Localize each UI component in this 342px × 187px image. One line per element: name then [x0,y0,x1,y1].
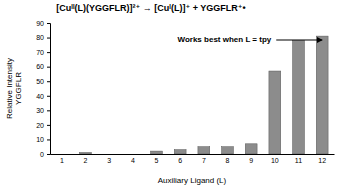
y-tick-label: 0 [40,151,44,158]
y-tick: 20 [36,122,50,129]
x-tick-label: 1 [60,157,64,164]
x-tick-label: 10 [271,157,279,164]
bar [80,153,92,154]
y-tick-label: 40 [36,93,44,100]
bar [103,154,115,155]
y-tick: 0 [40,151,50,158]
x-tick-label: 9 [249,157,253,164]
y-axis-title: YGGFLR [14,72,23,105]
y-tick-mark [47,125,50,126]
x-tick: 6 [178,154,182,164]
x-tick: 2 [84,154,88,164]
bar [245,144,257,154]
bar [198,147,210,154]
chart: [Cuᴵᴵ(L)(YGGFLR)]²⁺ → [Cuᴵ(L)]⁺ + YGGFLR… [0,0,342,187]
y-tick: 80 [36,34,50,41]
y-tick-mark [47,52,50,53]
y-tick: 90 [36,20,50,27]
x-axis-title: Auxiliary Ligand (L) [158,176,227,185]
x-axis-line [51,154,335,155]
y-tick: 10 [36,136,50,143]
bar [127,154,139,155]
y-tick-label: 30 [36,107,44,114]
annotation-arrow [276,39,322,40]
y-tick-label: 50 [36,78,44,85]
y-tick-mark [47,81,50,82]
y-tick-mark [47,96,50,97]
x-tick-label: 2 [84,157,88,164]
x-tick: 4 [131,154,135,164]
y-tick: 40 [36,93,50,100]
x-tick-label: 6 [178,157,182,164]
x-tick-label: 8 [226,157,230,164]
y-tick-label: 90 [36,20,44,27]
x-tick: 12 [318,154,326,164]
x-tick-label: 11 [295,157,302,164]
x-tick-label: 3 [107,157,111,164]
y-tick-label: 60 [36,63,44,70]
bar [316,36,328,154]
y-tick-mark [47,23,50,24]
bar [151,151,163,154]
y-tick: 60 [36,63,50,70]
x-tick: 11 [295,154,302,164]
y-tick-label: 70 [36,49,44,56]
y-tick: 50 [36,78,50,85]
x-tick: 10 [271,154,279,164]
y-tick-label: 20 [36,122,44,129]
y-tick-mark [47,38,50,39]
y-axis-line [47,24,51,155]
y-tick-mark [47,154,50,155]
bar [174,150,186,154]
x-tick-label: 7 [202,157,206,164]
annotation: Works best when L = tpy [178,35,272,44]
title: [Cuᴵᴵ(L)(YGGFLR)]²⁺ → [Cuᴵ(L)]⁺ + YGGFLR… [56,3,245,13]
y-tick-mark [47,110,50,111]
bar [269,71,281,154]
y-tick: 30 [36,107,50,114]
y-tick-mark [47,67,50,68]
x-tick-label: 5 [155,157,159,164]
x-axis: 123456789101112 [51,154,335,164]
x-tick: 9 [249,154,253,164]
bar [222,147,234,154]
plot: 0102030405060708090123456789101112Works … [36,20,334,164]
x-tick: 8 [226,154,230,164]
x-tick: 7 [202,154,206,164]
x-tick: 5 [155,154,159,164]
y-tick-label: 10 [36,136,44,143]
bar [293,40,305,154]
y-tick-label: 80 [36,34,44,41]
x-tick-label: 4 [131,157,135,164]
y-tick-mark [47,139,50,140]
x-tick: 3 [107,154,111,164]
x-tick: 1 [60,154,64,164]
y-tick: 70 [36,49,50,56]
y-axis-title: Relative Intensity [5,58,14,119]
bar [56,154,68,155]
x-tick-label: 12 [318,157,326,164]
bars [80,36,329,154]
y-axis: 0 10 20 30 40 50 60 70 80 90 [36,20,50,158]
